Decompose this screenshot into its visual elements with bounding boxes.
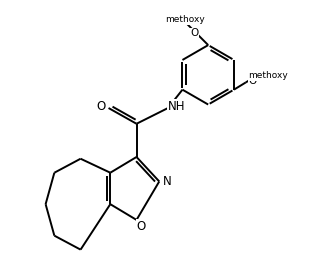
Text: NH: NH (168, 100, 186, 113)
Text: methoxy: methoxy (248, 72, 288, 81)
Text: O: O (190, 29, 198, 38)
Text: O: O (136, 220, 145, 233)
Text: O: O (96, 100, 106, 113)
Text: methoxy: methoxy (166, 16, 205, 24)
Text: N: N (163, 175, 171, 188)
Text: O: O (248, 76, 256, 86)
